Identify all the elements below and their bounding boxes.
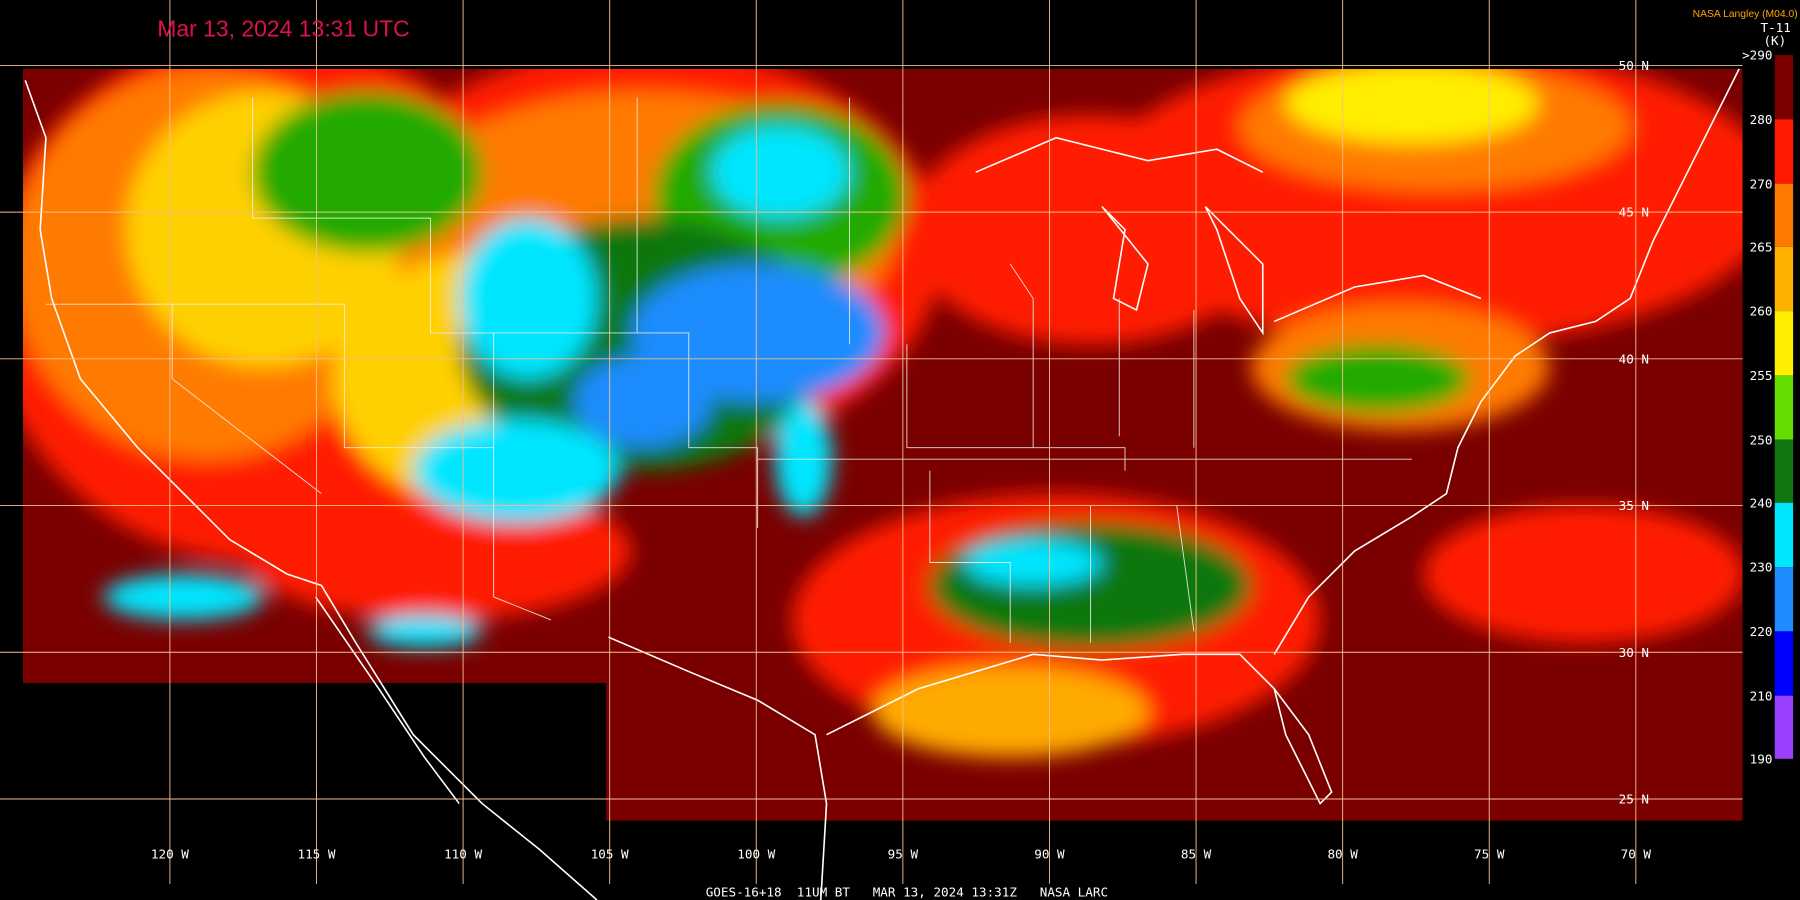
longitude-label: 115 W xyxy=(298,847,336,862)
longitude-label: 75 W xyxy=(1474,847,1505,862)
colorbar-label: >290 xyxy=(1742,48,1772,63)
colorbar-label: 270 xyxy=(1750,176,1773,191)
latitude-label: 30 N xyxy=(1619,645,1649,660)
longitude-label: 80 W xyxy=(1327,847,1358,862)
longitude-label: 120 W xyxy=(151,847,189,862)
colorbar: >290 280 270 265 260 255 250 240 230 220 210 190 xyxy=(1742,48,1794,766)
colorbar-label: 260 xyxy=(1750,304,1773,319)
colorbar-segment xyxy=(1774,183,1794,247)
timestamp-title: Mar 13, 2024 13:31 UTC xyxy=(157,16,409,42)
colorbar-label: 240 xyxy=(1750,495,1773,510)
colorbar-label: 250 xyxy=(1750,432,1773,447)
colorbar-label: 230 xyxy=(1750,560,1773,575)
colorbar-label: 190 xyxy=(1750,751,1773,766)
colorbar-label: 210 xyxy=(1750,688,1773,703)
longitude-label: 100 W xyxy=(737,847,775,862)
colorbar-segment xyxy=(1774,375,1794,440)
unit-label: (K) xyxy=(1763,33,1786,48)
colorbar-segment xyxy=(1774,311,1794,376)
colorbar-segment xyxy=(1774,631,1794,696)
longitude-label: 110 W xyxy=(444,847,482,862)
colorbar-label: 265 xyxy=(1750,239,1773,254)
colorbar-segment xyxy=(1774,439,1794,503)
colorbar-label: 255 xyxy=(1750,368,1773,383)
latitude-label: 40 N xyxy=(1619,351,1649,366)
colorbar-segment xyxy=(1774,55,1794,120)
latitude-label: 50 N xyxy=(1619,58,1649,73)
coastlines xyxy=(24,68,1740,900)
source-label: NASA Langley (M04.0) xyxy=(1693,9,1798,20)
longitude-label: 90 W xyxy=(1034,847,1065,862)
colorbar-segment xyxy=(1774,567,1794,632)
colorbar-label: 220 xyxy=(1750,624,1773,639)
latitude-label: 35 N xyxy=(1619,498,1649,513)
latitude-label: 45 N xyxy=(1619,205,1649,220)
colorbar-segment xyxy=(1774,246,1794,312)
latitude-label: 25 N xyxy=(1619,792,1649,807)
colorbar-label: 280 xyxy=(1750,112,1773,127)
graticule: 50 N 45 N 40 N 35 N 30 N 25 N 120 W 115 W 110 W 1… xyxy=(0,0,1743,884)
longitude-label: 70 W xyxy=(1621,847,1652,862)
longitude-label: 85 W xyxy=(1181,847,1212,862)
footer: GOES-16+18 11UM BT MAR 13, 2024 13:31Z N… xyxy=(706,885,1108,900)
colorbar-segment xyxy=(1774,502,1794,568)
product-label: T-11 xyxy=(1760,20,1790,35)
colorbar-segment xyxy=(1774,119,1794,184)
state-borders xyxy=(45,97,1412,643)
longitude-label: 95 W xyxy=(888,847,919,862)
colorbar-segment xyxy=(1774,695,1794,759)
longitude-label: 105 W xyxy=(591,847,629,862)
